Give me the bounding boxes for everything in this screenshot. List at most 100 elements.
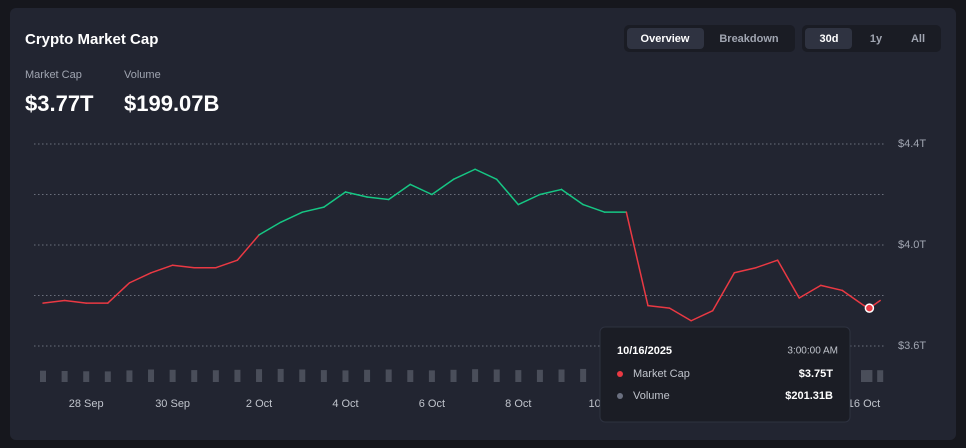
price-segment bbox=[150, 264, 174, 274]
tab-active bbox=[627, 28, 704, 49]
price-segment bbox=[495, 178, 520, 206]
price-segment bbox=[236, 234, 260, 261]
price-segment bbox=[42, 299, 66, 304]
volume-bar bbox=[126, 370, 133, 382]
price-segment bbox=[63, 299, 87, 304]
volume-bar bbox=[256, 369, 263, 382]
price-segment bbox=[560, 188, 584, 206]
x-tick-label: 2 Oct bbox=[246, 398, 272, 410]
price-segment bbox=[582, 203, 606, 213]
price-segment bbox=[625, 211, 649, 307]
volume-bar bbox=[364, 369, 371, 382]
volume-bar bbox=[104, 371, 111, 382]
volume-bar bbox=[191, 370, 198, 382]
volume-bar bbox=[61, 370, 68, 382]
range-button[interactable]: 1y bbox=[870, 33, 883, 45]
widget-title: Crypto Market Cap bbox=[25, 31, 158, 48]
volume-bar bbox=[472, 369, 479, 382]
volume-bar bbox=[558, 369, 565, 382]
volume-bar bbox=[212, 370, 219, 382]
tooltip: 10/16/2025 3:00:00 AM Market Cap $3.75T … bbox=[599, 326, 851, 423]
volume-bar bbox=[450, 369, 457, 382]
tooltip-swatch bbox=[617, 393, 623, 399]
tab[interactable]: Breakdown bbox=[719, 33, 779, 45]
price-segment bbox=[387, 183, 412, 201]
range-button[interactable]: 30d bbox=[820, 33, 839, 45]
volume-bar bbox=[83, 371, 90, 382]
price-segment bbox=[301, 206, 325, 213]
volume-bar bbox=[40, 370, 47, 382]
price-segment bbox=[452, 168, 476, 181]
price-segment bbox=[733, 266, 757, 274]
x-tick-label: 8 Oct bbox=[505, 398, 531, 410]
range-active bbox=[805, 28, 852, 49]
price-segment bbox=[431, 178, 455, 196]
volume-bar bbox=[428, 370, 435, 382]
stat-label: Market Cap bbox=[25, 69, 82, 81]
price-segment bbox=[647, 304, 671, 309]
price-segment bbox=[841, 289, 865, 307]
price-segment bbox=[344, 191, 368, 198]
volume-bar bbox=[860, 370, 867, 382]
tab[interactable]: Overview bbox=[641, 33, 690, 45]
price-segment bbox=[215, 259, 239, 269]
x-tick-label: 30 Sep bbox=[155, 398, 190, 410]
volume-bar bbox=[299, 369, 306, 382]
price-segment bbox=[279, 211, 304, 224]
price-segment bbox=[776, 259, 800, 299]
price-segment bbox=[668, 307, 692, 322]
tooltip-series: Volume bbox=[633, 390, 670, 402]
y-tick-label: $4.0T bbox=[898, 239, 926, 251]
volume-bar bbox=[580, 368, 587, 382]
volume-bar bbox=[277, 368, 284, 382]
range-button[interactable]: All bbox=[911, 33, 925, 45]
price-segment bbox=[690, 309, 714, 322]
x-tick-label: 28 Sep bbox=[69, 398, 104, 410]
stat-value: $199.07B bbox=[124, 91, 219, 116]
y-tick-label: $3.6T bbox=[898, 340, 926, 352]
tooltip-time: 3:00:00 AM bbox=[787, 346, 838, 357]
price-segment bbox=[409, 183, 433, 196]
volume-bar bbox=[148, 369, 155, 382]
hover-point bbox=[864, 303, 875, 313]
tooltip-box bbox=[599, 326, 851, 423]
volume-bar bbox=[407, 370, 414, 382]
volume-bar bbox=[515, 370, 522, 382]
price-segment bbox=[517, 193, 541, 206]
tooltip-series: Market Cap bbox=[633, 368, 690, 380]
volume-bar bbox=[877, 370, 884, 382]
price-segment bbox=[258, 221, 282, 236]
price-segment bbox=[712, 272, 736, 312]
stat-label: Volume bbox=[124, 69, 161, 81]
volume-bar bbox=[234, 369, 241, 382]
price-segment bbox=[798, 284, 822, 299]
tooltip-value: $3.75T bbox=[799, 368, 834, 380]
price-segment bbox=[539, 188, 563, 196]
volume-bar bbox=[385, 369, 392, 382]
y-tick-label: $4.4T bbox=[898, 138, 926, 150]
x-tick-label: 16 Oct bbox=[848, 398, 880, 410]
volume-bar bbox=[536, 369, 543, 382]
volume-bar bbox=[866, 370, 873, 382]
volume-bar bbox=[169, 369, 176, 382]
x-tick-label: 6 Oct bbox=[419, 398, 445, 410]
volume-bar bbox=[320, 370, 327, 382]
x-tick-label: 4 Oct bbox=[332, 398, 358, 410]
price-segment bbox=[820, 284, 844, 292]
price-segment bbox=[474, 168, 498, 181]
tooltip-value: $201.31B bbox=[785, 390, 833, 402]
plot: $3.6T $4.0T $4.4T 28 Sep 30 Sep 2 Oct 4 Oct 6 O… bbox=[34, 138, 926, 410]
price-segment bbox=[755, 259, 779, 269]
price-segment bbox=[107, 282, 131, 304]
price-segment bbox=[128, 272, 152, 284]
price-segment bbox=[171, 264, 195, 269]
tooltip-swatch bbox=[617, 371, 623, 377]
price-segment bbox=[366, 196, 390, 201]
tooltip-date: 10/16/2025 bbox=[617, 345, 672, 357]
stat-value: $3.77T bbox=[25, 91, 94, 116]
volume-bar bbox=[342, 370, 349, 382]
price-segment bbox=[323, 191, 347, 208]
volume-bar bbox=[493, 369, 500, 382]
